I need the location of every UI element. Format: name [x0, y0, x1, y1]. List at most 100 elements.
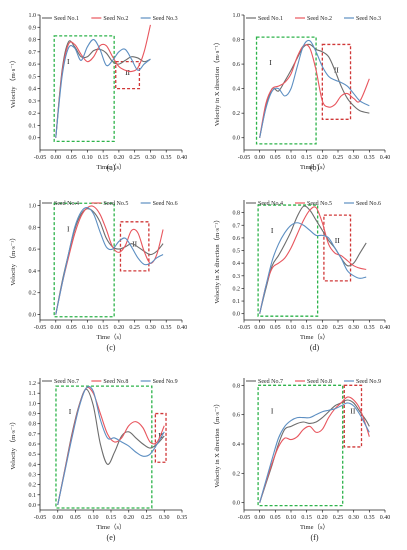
legend-label: Seed No.3: [153, 16, 178, 22]
x-tick-label: 0.00: [254, 515, 265, 521]
y-tick-label: 1.0: [233, 13, 241, 19]
x-tick-label: 0.05: [270, 325, 281, 331]
panel-caption: (d): [310, 343, 320, 352]
x-tick-label: 0.40: [380, 325, 391, 331]
x-tick-label: -0.05: [238, 325, 251, 331]
x-tick-label: 0.05: [270, 515, 281, 521]
x-tick-label: 0.30: [348, 325, 359, 331]
panel-caption: (f): [311, 533, 319, 542]
series-line: [259, 402, 370, 503]
region-label: II: [125, 68, 130, 77]
x-tick-label: 0.05: [70, 515, 81, 521]
legend-label: Seed No.5: [103, 201, 128, 207]
x-tick-label: 0.20: [124, 515, 135, 521]
x-tick-label: 0.20: [317, 325, 328, 331]
y-tick-label: 0.0: [233, 501, 241, 507]
region-box: [257, 384, 344, 507]
x-tick-label: 0.20: [114, 155, 125, 161]
x-tick-label: 0.20: [317, 155, 328, 161]
legend-label: Seed No.9: [153, 379, 178, 385]
y-tick-label: 0.0: [29, 313, 37, 319]
x-tick-label: 0.15: [106, 515, 117, 521]
x-tick-label: 0.10: [88, 515, 99, 521]
y-tick-label: 1.0: [29, 203, 37, 209]
y-tick-label: 1.1: [29, 391, 37, 397]
series-line: [57, 388, 165, 506]
region-label: II: [334, 65, 339, 74]
y-tick-label: 0.4: [29, 462, 37, 468]
y-tick-label: 0.5: [29, 452, 37, 458]
legend-label: Seed No.6: [153, 201, 178, 207]
y-tick-label: 0.5: [233, 249, 241, 255]
x-tick-label: 0.40: [177, 155, 188, 161]
y-tick-label: 0.8: [29, 225, 37, 231]
x-axis-label: Time（s）: [300, 333, 329, 341]
x-tick-label: -0.05: [34, 155, 47, 161]
region-box: [321, 43, 352, 120]
y-tick-label: 0.4: [29, 87, 37, 93]
y-tick-label: 0.8: [29, 38, 37, 44]
series-line: [57, 386, 165, 506]
series-line: [259, 399, 370, 503]
x-tick-label: 0.20: [114, 325, 125, 331]
legend-label: Seed No.3: [356, 16, 381, 22]
y-tick-label: 1.0: [29, 13, 37, 19]
x-tick-label: 0.10: [286, 325, 297, 331]
y-tick-label: 0.3: [29, 99, 37, 105]
y-tick-label: 0.5: [29, 74, 37, 80]
region-label: II: [132, 239, 137, 248]
x-tick-label: -0.05: [34, 515, 47, 521]
region-box: [255, 36, 317, 145]
series-line: [55, 207, 164, 315]
x-tick-label: 0.05: [66, 155, 77, 161]
y-tick-label: 0.9: [29, 25, 37, 31]
y-tick-label: 1.0: [29, 401, 37, 407]
x-tick-label: 0.30: [145, 155, 156, 161]
x-axis-label: Time（s）: [300, 523, 329, 531]
y-tick-label: 0.1: [29, 123, 37, 129]
series-line: [259, 222, 367, 314]
region-label: I: [67, 224, 70, 233]
x-tick-label: 0.35: [364, 155, 375, 161]
x-tick-label: 0.15: [301, 155, 312, 161]
x-tick-label: 0.30: [145, 325, 156, 331]
y-tick-label: 0.0: [233, 136, 241, 142]
y-tick-label: 0.8: [233, 38, 241, 44]
legend-label: Seed No.8: [103, 379, 128, 385]
y-tick-label: 0.7: [29, 432, 37, 438]
panel-caption: (e): [107, 533, 116, 542]
region-label: I: [67, 57, 70, 66]
y-axis-label: Velocity （m·s⁻¹）: [9, 234, 17, 285]
legend-label: Seed No.9: [356, 379, 381, 385]
series-line: [259, 396, 370, 503]
x-tick-label: 0.25: [333, 155, 344, 161]
x-tick-label: 0.25: [129, 155, 140, 161]
y-tick-label: 0.0: [29, 503, 37, 509]
y-tick-label: 0.3: [29, 472, 37, 478]
y-tick-label: 0.6: [233, 413, 241, 419]
series-line: [259, 43, 370, 138]
y-axis-label: Velocity in X direction（m·s⁻¹）: [213, 39, 221, 127]
x-tick-label: 0.10: [286, 155, 297, 161]
panel-caption: (a): [107, 163, 116, 172]
y-tick-label: 0.0: [29, 136, 37, 142]
region-label: II: [335, 236, 340, 245]
x-tick-label: 0.40: [380, 155, 391, 161]
y-tick-label: 0.2: [233, 286, 241, 292]
region-label: I: [271, 406, 274, 415]
x-tick-label: -0.05: [238, 155, 251, 161]
x-tick-label: 0.05: [66, 325, 77, 331]
legend-label: Seed No.1: [54, 16, 79, 22]
x-tick-label: 0.00: [254, 325, 265, 331]
x-tick-label: 0.35: [364, 515, 375, 521]
y-tick-label: 0.6: [29, 62, 37, 68]
y-tick-label: 0.6: [29, 442, 37, 448]
series-line: [57, 386, 165, 506]
